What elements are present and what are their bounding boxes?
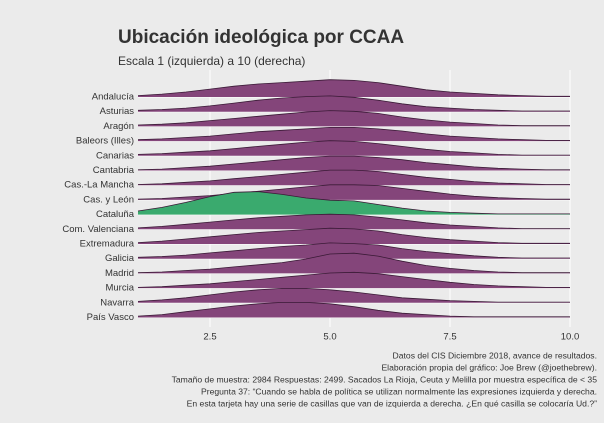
ridge-line — [137, 252, 570, 274]
ridge-line — [137, 110, 570, 127]
ridge-line — [137, 79, 570, 97]
y-tick-label: Madrid — [105, 268, 134, 279]
ridge-line — [137, 271, 570, 288]
y-tick-label: Cantabria — [93, 165, 135, 176]
ridge-line — [137, 227, 570, 244]
x-tick-label: 10.0 — [561, 332, 580, 343]
ridge-area — [138, 272, 570, 289]
x-tick-label: 2.5 — [203, 332, 216, 343]
y-tick-label: Cataluña — [96, 209, 135, 220]
ridge-area — [138, 140, 570, 156]
ridge-line — [137, 242, 570, 259]
ridge-line — [137, 95, 570, 112]
caption: Datos del CIS Diciembre 2018, avance de … — [393, 350, 597, 360]
ridge-line — [137, 127, 570, 141]
ridge-line — [137, 302, 570, 318]
y-tick-label: Cas. y León — [83, 194, 134, 205]
ridge-line — [137, 191, 570, 215]
y-tick-label: Navarra — [100, 297, 135, 308]
ridge-area — [138, 170, 570, 186]
y-tick-label: Com. Valenciana — [62, 224, 134, 235]
ridge-area — [138, 214, 570, 230]
y-tick-label: Baleors (Illes) — [76, 136, 134, 147]
y-tick-label: Aragón — [103, 121, 134, 132]
y-tick-label: Cas.-La Mancha — [64, 180, 134, 191]
chart-subtitle: Escala 1 (izquierda) a 10 (derecha) — [118, 54, 305, 68]
x-tick-label: 7.5 — [443, 332, 456, 343]
ridge-area — [138, 302, 570, 318]
caption: Tamaño de muestra: 2984 Respuestas: 2499… — [172, 374, 598, 384]
y-tick-label: País Vasco — [87, 312, 134, 323]
y-tick-label: Extremadura — [80, 239, 135, 250]
ridge-area — [138, 95, 570, 112]
ridge-area — [138, 79, 570, 97]
ridge-area — [138, 127, 570, 142]
chart-title: Ubicación ideológica por CCAA — [118, 27, 404, 48]
y-tick-label: Canarias — [96, 150, 134, 161]
ridge-area — [138, 156, 570, 171]
y-tick-label: Andalucía — [92, 92, 135, 103]
ridge-area — [138, 288, 570, 303]
caption: En esta tarjeta hay una serie de casilla… — [187, 398, 597, 408]
ridge-line — [137, 140, 570, 156]
caption: Pregunta 37: “Cuando se habla de polític… — [201, 386, 597, 396]
ridge-area — [138, 253, 570, 274]
y-tick-label: Galicia — [105, 253, 135, 264]
x-tick-label: 5.0 — [323, 332, 336, 343]
ridge-line — [137, 184, 570, 200]
ridge-line — [137, 169, 570, 185]
ridge-line — [137, 288, 570, 303]
y-tick-label: Asturias — [100, 106, 135, 117]
ridge-line — [137, 155, 570, 171]
y-tick-label: Murcia — [105, 283, 134, 294]
ridge-area — [138, 110, 570, 127]
ridge-area — [138, 191, 570, 215]
ridge-line — [137, 213, 570, 229]
caption: Elaboración propia del gráfico: Joe Brew… — [381, 362, 597, 372]
ridge-area — [138, 228, 570, 244]
